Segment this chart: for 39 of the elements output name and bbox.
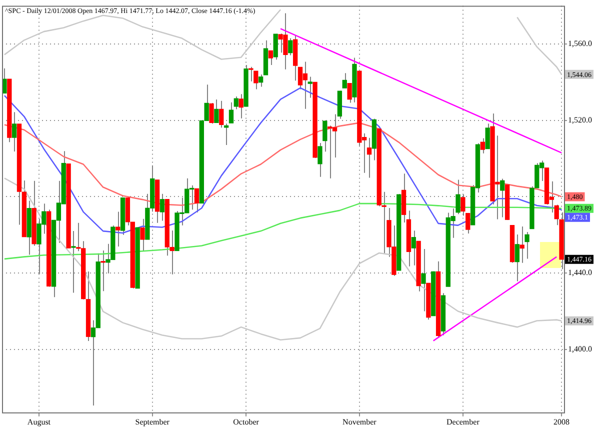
candlestick (140, 218, 145, 252)
y-tick-label: 1,440.0 (568, 268, 592, 278)
x-tick-label: 2008 (554, 417, 570, 426)
candlestick (500, 178, 505, 218)
candlestick (514, 234, 520, 282)
candlestick (268, 50, 274, 66)
candlestick (421, 248, 426, 312)
x-tick-label: August (27, 417, 52, 426)
candlestick (238, 94, 244, 119)
candlestick (116, 211, 120, 248)
candlestick (318, 142, 322, 178)
candlestick (12, 112, 17, 152)
y-tick-label: 1,520.0 (568, 115, 592, 124)
candlestick (308, 76, 312, 98)
x-tick-label: October (233, 417, 260, 426)
candlestick (254, 70, 258, 90)
candlestick (71, 230, 76, 294)
candlestick (160, 193, 165, 222)
candlestick (288, 38, 293, 56)
candlestick (485, 123, 490, 150)
candlestick (219, 100, 224, 128)
candlestick (214, 99, 219, 124)
candlestick (228, 102, 234, 124)
candlestick (342, 72, 347, 89)
candlestick (194, 188, 200, 213)
candlestick (100, 250, 106, 292)
candlestick (411, 230, 416, 266)
y-tick-label: 1,560.0 (568, 39, 592, 48)
candlestick (520, 226, 524, 264)
candlestick (322, 120, 328, 152)
x-tick-label: September (135, 417, 170, 426)
y-tick-label: 1,400.0 (568, 344, 592, 354)
candlestick (234, 96, 238, 110)
x-tick-label: December (446, 417, 480, 426)
candlestick (273, 33, 278, 60)
candlestick (209, 102, 214, 124)
candlestick (366, 137, 372, 178)
x-tick-label: November (342, 417, 377, 426)
candlestick (347, 82, 352, 104)
